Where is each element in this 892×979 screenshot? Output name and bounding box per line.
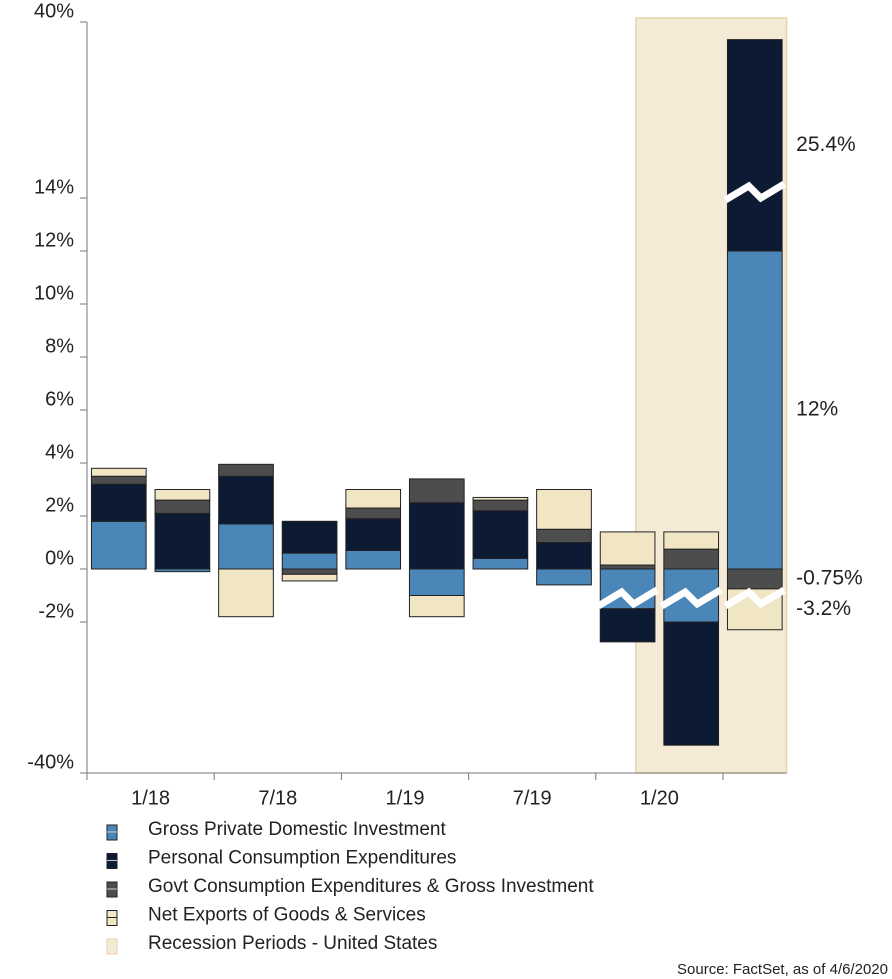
- bar-segment: [345, 549, 402, 570]
- bar-segment: [536, 528, 592, 543]
- axis-break: [723, 180, 786, 204]
- legend-label: Net Exports of Goods & Services: [148, 905, 426, 926]
- bar-segment: [281, 520, 338, 554]
- bar-segment: [218, 475, 274, 525]
- y-tick-label: 6%: [45, 388, 74, 410]
- bar-segment: [726, 568, 783, 590]
- value-label: -0.75%: [796, 566, 863, 589]
- y-tick-label: 10%: [34, 282, 74, 304]
- x-tick-label: 7/18: [258, 787, 297, 809]
- axis-break: [723, 586, 786, 610]
- bar-segment: [599, 608, 656, 643]
- bar-segment: [726, 39, 783, 252]
- bar-segment: [90, 483, 147, 522]
- x-tick-label: 7/19: [513, 787, 552, 809]
- y-tick-label: 2%: [45, 494, 74, 516]
- bar-segment: [663, 531, 720, 550]
- y-tick-label: 12%: [34, 229, 74, 251]
- bar-segment: [536, 542, 592, 570]
- bar-segment: [345, 518, 402, 551]
- bar-segment: [345, 489, 402, 509]
- x-tick-label: 1/19: [386, 787, 425, 809]
- source-note: Source: FactSet, as of 4/6/2020: [677, 961, 888, 978]
- axis-break: [660, 586, 723, 610]
- y-tick-label: -2%: [38, 600, 74, 622]
- bar-segment: [408, 595, 465, 618]
- bar-segment: [218, 523, 274, 570]
- bar-segment: [408, 502, 465, 570]
- legend-label: Govt Consumption Expenditures & Gross In…: [148, 876, 594, 897]
- bar-segment: [154, 489, 211, 501]
- bar-segment: [218, 463, 274, 477]
- bar-segment: [90, 475, 147, 485]
- bar-segment: [281, 552, 338, 570]
- legend-label: Gross Private Domestic Investment: [148, 819, 446, 840]
- legend-label: Recession Periods - United States: [148, 933, 437, 954]
- x-tick-label: 1/18: [131, 787, 170, 809]
- bar-segment: [281, 573, 338, 582]
- bar-segment: [472, 510, 529, 559]
- bar-segment: [218, 568, 274, 618]
- value-label: 25.4%: [796, 133, 856, 156]
- y-tick-label: 4%: [45, 441, 74, 463]
- bar-segment: [408, 478, 465, 504]
- bar-segment: [472, 496, 529, 501]
- y-tick-label: 14%: [34, 176, 74, 198]
- value-label: -3.2%: [796, 597, 851, 620]
- bar-segment: [599, 531, 656, 566]
- y-tick-label: 40%: [34, 0, 74, 22]
- bar-segment: [154, 512, 211, 570]
- bar-segment: [408, 568, 465, 596]
- bar-segment: [472, 499, 529, 512]
- bar-segment: [663, 621, 720, 746]
- bar-segment: [345, 507, 402, 520]
- x-tick-label: 1/20: [640, 787, 679, 809]
- y-tick-label: -40%: [27, 751, 74, 773]
- legend-label: Personal Consumption Expenditures: [148, 848, 456, 869]
- bar-segment: [281, 568, 338, 575]
- bar-segment: [726, 250, 783, 570]
- bar-segment: [472, 557, 529, 570]
- bar-segment: [663, 548, 720, 570]
- bar-segment: [90, 467, 147, 477]
- bar-segment: [154, 499, 211, 514]
- value-label: 12%: [796, 398, 838, 421]
- y-tick-label: 8%: [45, 335, 74, 357]
- y-tick-label: 0%: [45, 547, 74, 569]
- axis-break: [596, 586, 659, 610]
- legend-swatch: [106, 938, 118, 955]
- bar-segment: [536, 489, 592, 530]
- bar-segment: [536, 568, 592, 586]
- bar-segment: [599, 564, 656, 570]
- bar-segment: [90, 520, 147, 570]
